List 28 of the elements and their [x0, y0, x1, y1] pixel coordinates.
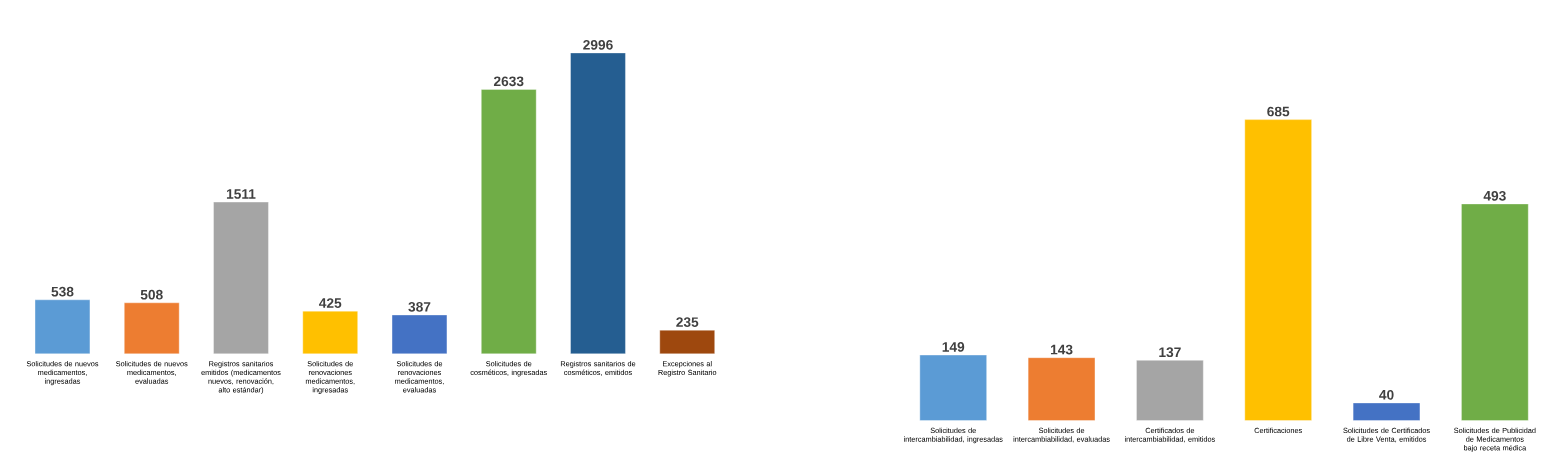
data-label: 538: [51, 286, 74, 297]
data-label: 493: [1483, 190, 1506, 201]
bar: [1027, 357, 1096, 421]
bar: [1244, 119, 1312, 421]
data-label: 425: [318, 298, 342, 308]
bar: [391, 314, 448, 354]
bar: [213, 201, 269, 354]
bar: [919, 354, 987, 421]
bar: [124, 302, 180, 354]
data-label: 137: [1159, 347, 1181, 357]
data-label: 508: [140, 289, 163, 300]
data-label: 235: [676, 317, 699, 327]
data-label: 685: [1267, 106, 1290, 117]
bar: [1352, 402, 1421, 421]
bar: [302, 310, 358, 354]
bar: [481, 89, 537, 354]
data-label: 2633: [493, 76, 524, 86]
data-label: 149: [942, 341, 965, 352]
data-label: 387: [408, 301, 431, 312]
bar: [659, 329, 715, 354]
data-label: 2996: [583, 39, 613, 50]
data-label: 143: [1050, 344, 1073, 355]
bar: [1136, 359, 1204, 421]
data-label: 1511: [226, 189, 256, 199]
bar: [34, 299, 91, 354]
data-label: 40: [1379, 389, 1394, 400]
bar: [570, 52, 626, 354]
bar: [1461, 203, 1529, 421]
